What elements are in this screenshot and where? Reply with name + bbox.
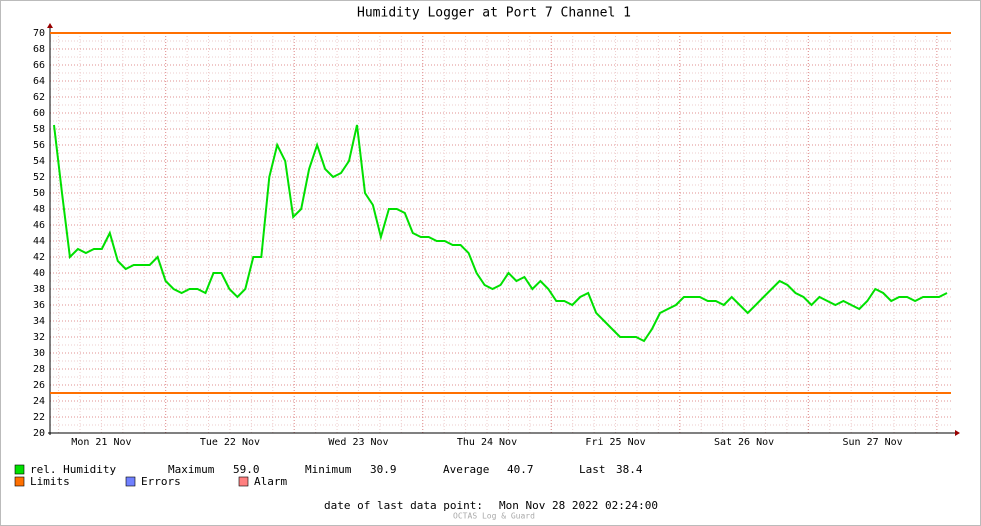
y-tick-label: 60 (33, 108, 45, 119)
stat-label: Maximum (168, 463, 215, 476)
x-tick-label: Fri 25 Nov (585, 437, 645, 448)
y-tick-label: 68 (33, 44, 45, 55)
arrow (955, 430, 960, 436)
y-tick-label: 22 (33, 412, 45, 423)
y-tick-label: 62 (33, 92, 45, 103)
x-tick-label: Wed 23 Nov (328, 437, 388, 448)
y-tick-label: 66 (33, 60, 45, 71)
y-tick-label: 58 (33, 124, 45, 135)
y-tick-label: 40 (33, 268, 45, 279)
legend-label: rel. Humidity (30, 463, 116, 476)
stat-value: 38.4 (616, 463, 643, 476)
stat-label: Average (443, 463, 489, 476)
legend-swatch (14, 464, 25, 475)
x-tick-label: Sat 26 Nov (714, 437, 774, 448)
stat-value: 59.0 (233, 463, 260, 476)
y-tick-label: 48 (33, 204, 45, 215)
x-tick-label: Thu 24 Nov (457, 437, 517, 448)
y-tick-label: 56 (33, 140, 45, 151)
y-tick-label: 64 (33, 76, 45, 87)
y-tick-label: 42 (33, 252, 45, 263)
data-line (53, 124, 948, 343)
x-tick-label: Tue 22 Nov (200, 437, 260, 448)
x-tick-label: Sun 27 Nov (842, 437, 902, 448)
legend-label: Errors (141, 475, 181, 488)
last-point-label: date of last data point: (324, 499, 483, 512)
legend-swatch (238, 476, 249, 487)
y-tick-label: 28 (33, 364, 45, 375)
y-tick-label: 32 (33, 332, 45, 343)
stat-label: Minimum (305, 463, 352, 476)
y-tick-label: 54 (33, 156, 45, 167)
stat-value: 30.9 (370, 463, 397, 476)
y-tick-label: 38 (33, 284, 45, 295)
y-tick-label: 30 (33, 348, 45, 359)
legend-label: Limits (30, 475, 70, 488)
x-tick-label: Mon 21 Nov (71, 437, 131, 448)
footer: OCTAS Log & Guard (453, 512, 535, 521)
chart-title: Humidity Logger at Port 7 Channel 1 (357, 6, 631, 21)
y-tick-label: 52 (33, 172, 45, 183)
y-tick-label: 24 (33, 396, 45, 407)
last-point-value: Mon Nov 28 2022 02:24:00 (499, 499, 658, 512)
y-tick-label: 20 (33, 428, 45, 439)
legend-swatch (14, 476, 25, 487)
legend-label: Alarm (254, 475, 287, 488)
stat-value: 40.7 (507, 463, 534, 476)
y-tick-label: 46 (33, 220, 45, 231)
y-tick-label: 36 (33, 300, 45, 311)
stat-label: Last (579, 463, 606, 476)
arrow (47, 23, 53, 28)
y-tick-label: 26 (33, 380, 45, 391)
legend-swatch (125, 476, 136, 487)
y-tick-label: 50 (33, 188, 45, 199)
y-tick-label: 70 (33, 28, 45, 39)
y-tick-label: 44 (33, 236, 45, 247)
y-tick-label: 34 (33, 316, 45, 327)
